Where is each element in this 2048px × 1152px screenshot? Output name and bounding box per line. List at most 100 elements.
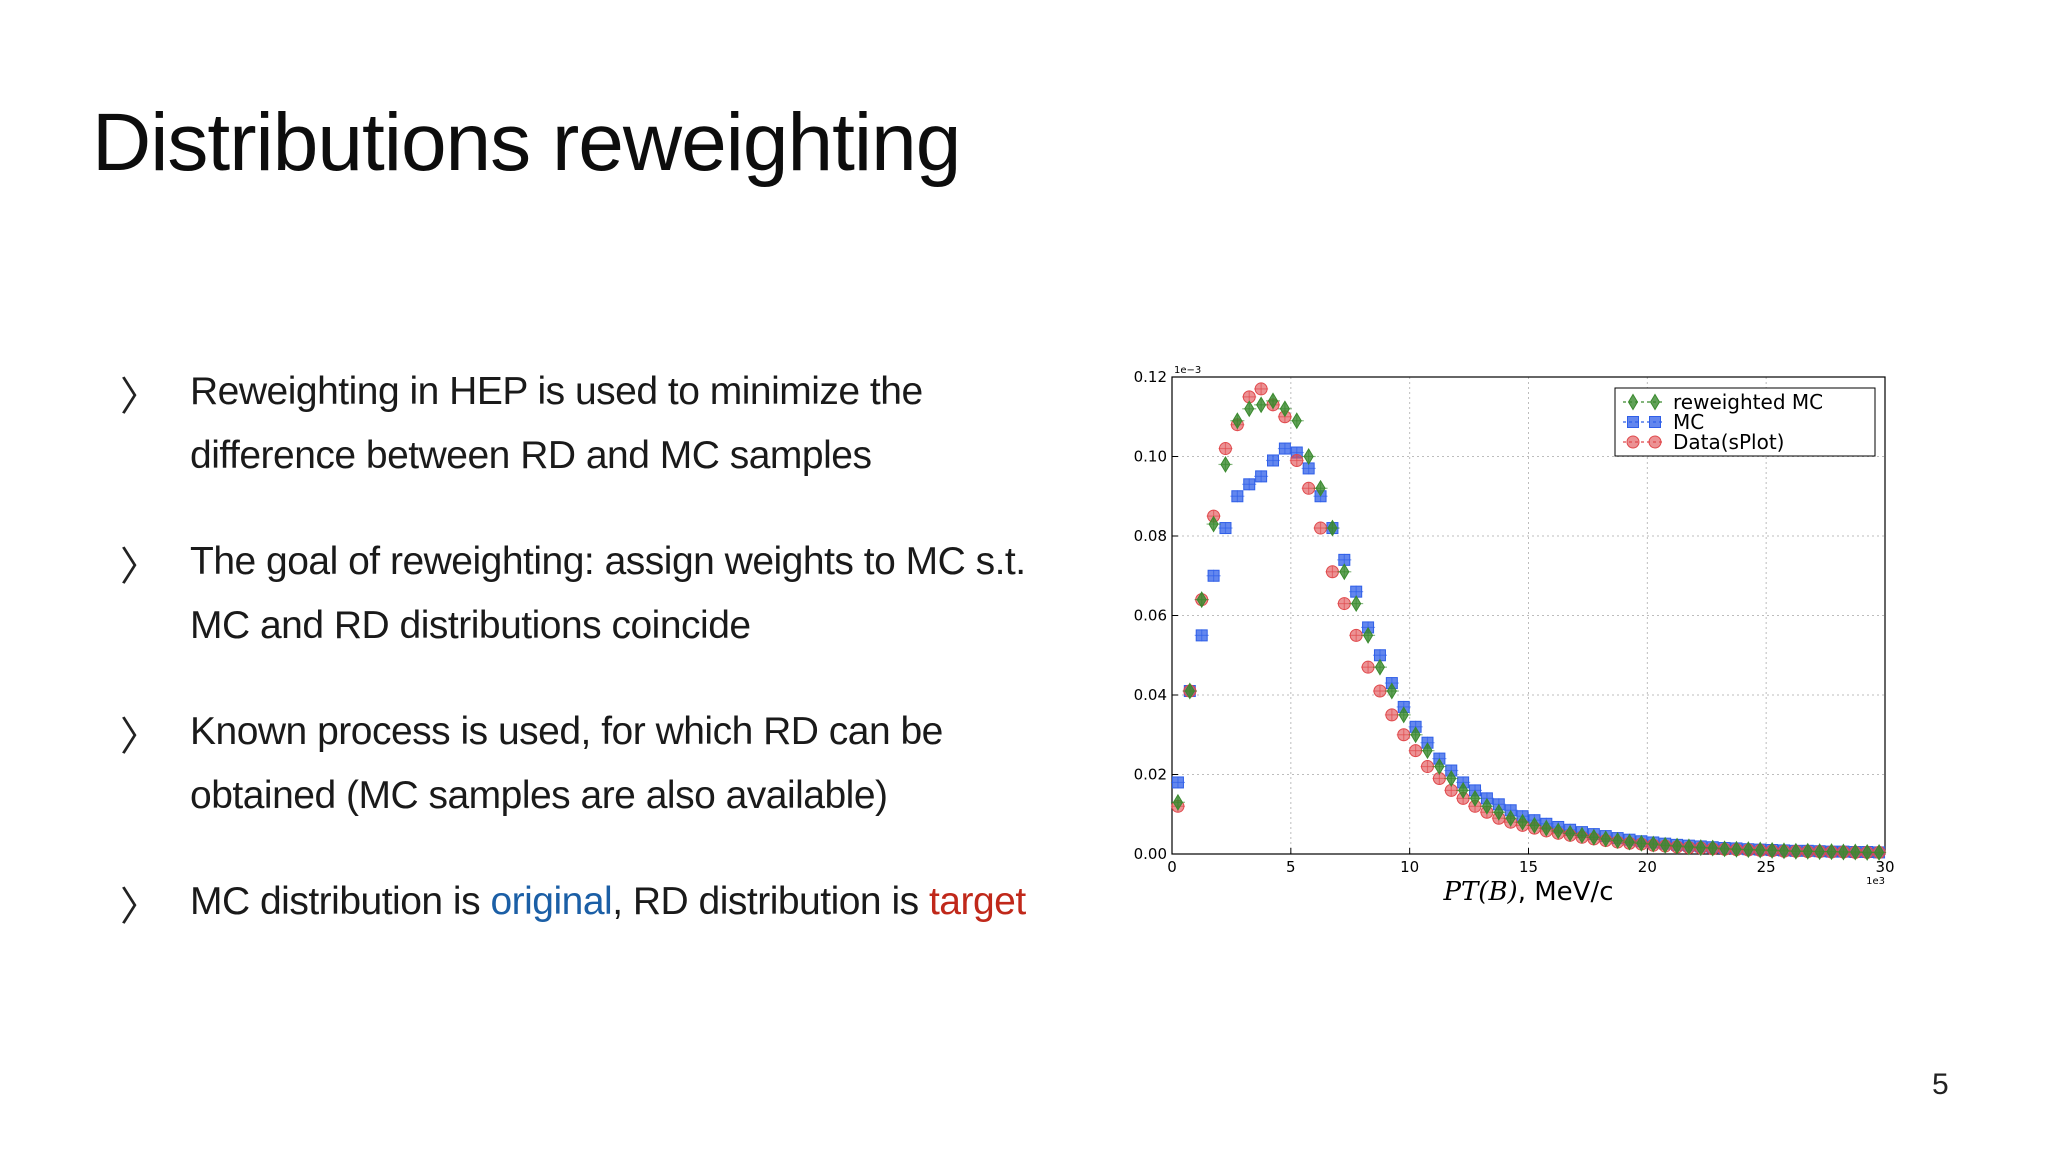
data-point — [1339, 563, 1350, 581]
data-point — [1627, 393, 1639, 411]
data-point — [1626, 435, 1640, 449]
data-point — [1373, 684, 1387, 698]
data-point — [1493, 803, 1504, 821]
y-tick-label: 0.10 — [1134, 448, 1167, 466]
slide-title: Distributions reweighting — [92, 97, 961, 188]
page-number: 5 — [1932, 1068, 1949, 1101]
data-point — [1695, 839, 1706, 857]
data-point — [1481, 797, 1492, 815]
data-point — [1172, 793, 1184, 811]
data-point — [1850, 843, 1861, 861]
y-tick-label: 0.12 — [1134, 368, 1167, 386]
data-point — [1291, 412, 1302, 430]
x-axis-label-math: PT(B) — [1442, 877, 1517, 907]
data-point — [1767, 841, 1778, 859]
data-point — [1565, 824, 1576, 842]
pt-distribution-chart: 0 5 10 15 20 25 30 0.00 0.02 0.04 0.06 0.08 0.10 0.12… — [1134, 365, 1895, 907]
data-point — [1279, 400, 1290, 418]
data-point — [1743, 841, 1754, 859]
highlight-target: target — [928, 880, 1026, 923]
data-point — [1862, 843, 1873, 861]
data-point — [1397, 728, 1411, 742]
data-point — [1267, 392, 1279, 410]
data-point — [1302, 481, 1316, 495]
y-tick-label: 0.08 — [1134, 527, 1167, 545]
data-point — [1243, 478, 1256, 491]
data-point — [1755, 841, 1766, 859]
x-axis-label-unit: , MeV/c — [1518, 877, 1614, 907]
x-tick-label: 20 — [1638, 858, 1657, 876]
legend-label: reweighted MC — [1673, 390, 1823, 414]
data-point — [1420, 760, 1434, 774]
data-point — [1362, 626, 1374, 644]
bullet-line: difference between RD and MC samples — [190, 434, 872, 477]
bullet-marker-icon: 〉 — [120, 715, 160, 759]
data-point — [1790, 842, 1801, 860]
legend-label: MC — [1673, 410, 1704, 434]
data-point — [1325, 565, 1339, 579]
data-point — [1517, 813, 1528, 831]
bullet-line: obtained (MC samples are also available) — [190, 774, 888, 817]
data-point — [1458, 781, 1469, 799]
data-point — [1541, 819, 1552, 837]
data-point — [1374, 658, 1386, 676]
data-point — [1327, 519, 1338, 537]
data-point — [1422, 742, 1433, 760]
data-point — [1624, 833, 1635, 851]
x-tick-label: 10 — [1400, 858, 1419, 876]
data-point — [1398, 706, 1409, 724]
data-point — [1648, 435, 1662, 449]
data-point — [1231, 490, 1244, 503]
data-point — [1171, 776, 1184, 789]
x-tick-label: 30 — [1875, 858, 1894, 876]
data-point — [1315, 479, 1326, 497]
data-point — [1255, 470, 1268, 483]
bullet-line: Known process is used, for which RD can … — [190, 710, 943, 753]
data-point — [1826, 843, 1837, 861]
data-point — [1802, 842, 1813, 860]
data-point — [1386, 682, 1397, 700]
x-tick-label: 5 — [1286, 858, 1296, 876]
data-point — [1529, 816, 1540, 834]
data-point — [1207, 569, 1220, 582]
data-point — [1220, 455, 1231, 473]
data-point — [1184, 682, 1195, 700]
y-tick-label: 0.00 — [1134, 845, 1167, 863]
data-point — [1505, 809, 1516, 827]
x-multiplier-label: 1e3 — [1866, 876, 1885, 887]
data-point — [1385, 708, 1399, 722]
bullet-marker-icon: 〉 — [120, 885, 160, 929]
data-point — [1410, 726, 1421, 744]
bullet-line: The goal of reweighting: assign weights … — [190, 540, 1026, 583]
bullet-list: 〉 Reweighting in HEP is used to minimize… — [120, 360, 1080, 976]
data-point — [1671, 837, 1683, 855]
bullet-item: 〉 Known process is used, for which RD ca… — [120, 700, 1080, 828]
data-point — [1208, 515, 1219, 533]
data-point — [1361, 660, 1375, 674]
data-point — [1218, 442, 1232, 456]
data-point — [1219, 522, 1232, 535]
series-diamond — [1170, 392, 1887, 861]
data-point — [1409, 744, 1423, 758]
data-point — [1446, 770, 1457, 787]
data-point — [1588, 828, 1599, 846]
data-point — [1683, 838, 1695, 856]
data-point — [1244, 400, 1255, 418]
y-multiplier-label: 1e−3 — [1174, 365, 1201, 376]
plot-frame — [1171, 376, 1886, 855]
data-point — [1600, 830, 1611, 848]
data-point — [1648, 835, 1659, 853]
data-point — [1469, 789, 1481, 807]
data-point — [1814, 843, 1825, 861]
bullet-item: 〉 The goal of reweighting: assign weight… — [120, 530, 1080, 658]
x-tick-label: 25 — [1757, 858, 1776, 876]
data-point — [1873, 843, 1885, 861]
highlight-original: original — [490, 880, 613, 923]
data-point — [1838, 843, 1849, 861]
data-point — [1351, 595, 1362, 613]
data-point — [1649, 393, 1661, 411]
data-point — [1553, 822, 1564, 840]
x-axis-label: PT(B), MeV/c — [1442, 877, 1613, 907]
data-point — [1267, 454, 1280, 467]
data-point — [1660, 836, 1671, 854]
